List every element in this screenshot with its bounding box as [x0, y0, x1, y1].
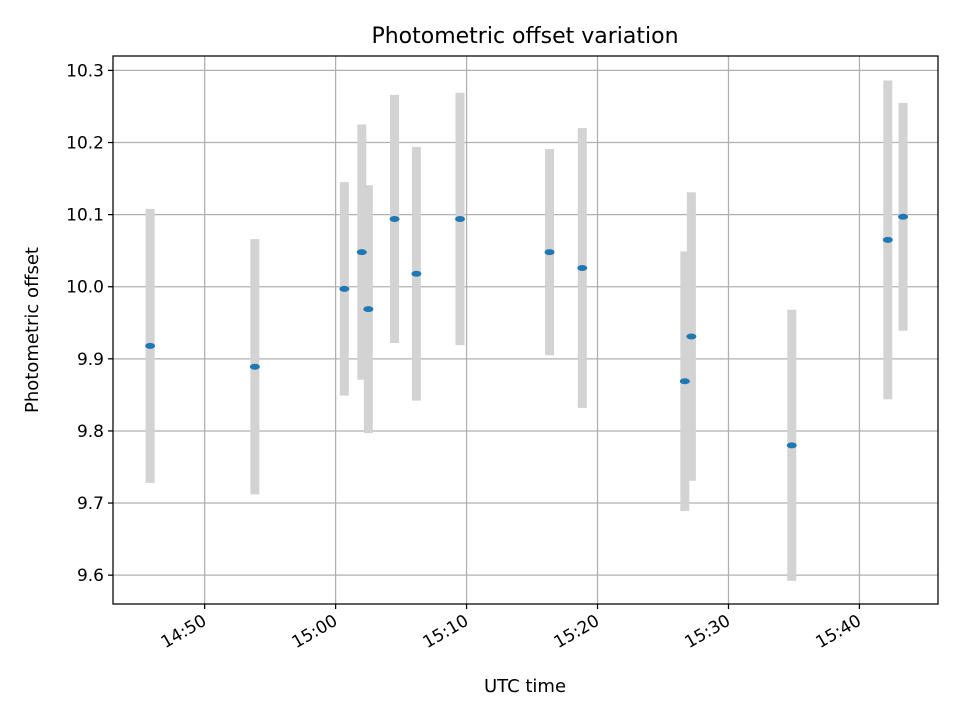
y-tick-label: 10.0: [66, 278, 104, 298]
y-tick-label: 9.9: [77, 350, 104, 370]
y-tick-label: 10.1: [66, 206, 104, 226]
data-point: [686, 333, 697, 340]
chart-title: Photometric offset variation: [371, 24, 678, 49]
data-point: [577, 264, 588, 271]
data-point: [389, 215, 400, 222]
marker-layer: [145, 213, 909, 449]
data-point: [411, 270, 422, 277]
plot-frame: [112, 55, 939, 605]
plot-background: [113, 56, 938, 604]
data-point: [363, 306, 374, 313]
data-point: [786, 442, 797, 449]
data-point: [882, 236, 893, 243]
data-point: [898, 213, 909, 220]
y-tick-label: 9.6: [77, 566, 104, 586]
y-tick-label: 9.8: [77, 422, 104, 442]
data-point: [356, 249, 367, 256]
data-point: [145, 342, 156, 349]
data-point: [455, 215, 466, 222]
y-axis-label: Photometric offset: [22, 247, 43, 413]
y-tick-label: 9.7: [77, 494, 104, 514]
data-point: [544, 249, 555, 256]
x-axis-label: UTC time: [484, 676, 566, 697]
data-point: [249, 363, 260, 370]
y-tick-label: 10.3: [66, 61, 104, 81]
data-point: [679, 378, 690, 385]
data-point: [339, 285, 350, 292]
y-axis-ticks: 9.6 9.7 9.8 9.9 10.0 10.1 10.2 10.3: [66, 61, 113, 586]
y-tick-label: 10.2: [66, 134, 104, 154]
